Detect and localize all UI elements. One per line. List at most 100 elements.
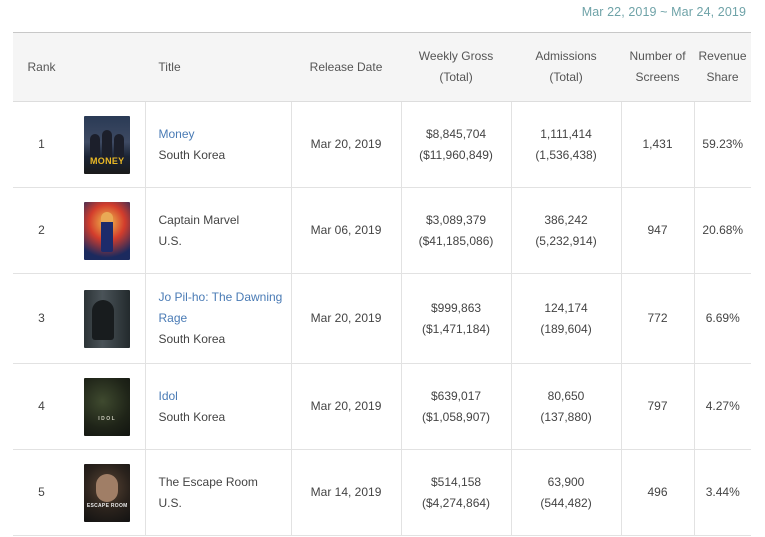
total-gross: ($11,960,849) xyxy=(419,147,493,162)
rank-cell: 5 xyxy=(13,449,70,536)
header-weekly-gross: Weekly Gross (Total) xyxy=(401,32,512,102)
movie-country: South Korea xyxy=(158,409,226,424)
admissions-cell: 124,174 (189,604) xyxy=(510,273,622,364)
weekly-gross: $8,845,704 xyxy=(425,126,487,141)
table-row: 1 MONEY Money South Korea Mar 20, 2019 $… xyxy=(13,101,752,188)
header-weekly-gross-line1: Weekly Gross xyxy=(418,49,494,63)
total-gross: ($1,471,184) xyxy=(421,321,491,336)
release-date-cell: Mar 20, 2019 xyxy=(290,363,402,450)
header-admissions-line1: Admissions xyxy=(535,49,597,63)
title-cell: Money South Korea xyxy=(144,101,292,188)
revenue-share-cell: 4.27% xyxy=(693,363,752,450)
total-admissions: (137,880) xyxy=(540,409,592,424)
movie-country: U.S. xyxy=(158,233,182,248)
poster-text: IDOL xyxy=(98,415,117,422)
movie-title-link[interactable]: Money xyxy=(158,126,195,141)
total-gross: ($41,185,086) xyxy=(418,233,494,248)
revenue-share-cell: 6.69% xyxy=(693,273,752,364)
weekly-gross-cell: $514,158 ($4,274,864) xyxy=(400,449,512,536)
table-header-row: Rank Title Release Date Weekly Gross (To… xyxy=(13,32,752,102)
weekly-gross-cell: $999,863 ($1,471,184) xyxy=(400,273,512,364)
header-share-line1: Revenue xyxy=(698,49,747,63)
movie-title: Captain Marvel xyxy=(158,212,240,227)
movie-title: The Escape Room xyxy=(158,474,258,489)
title-cell: Idol South Korea xyxy=(144,363,292,450)
date-range: Mar 22, 2019 ~ Mar 24, 2019 xyxy=(581,5,746,19)
admissions: 386,242 xyxy=(544,212,588,227)
poster-cell: IDOL xyxy=(70,363,145,450)
header-admissions-line2: (Total) xyxy=(549,70,583,84)
rank-cell: 3 xyxy=(13,273,70,364)
header-screens-line1: Number of xyxy=(629,49,686,63)
movie-title-link[interactable]: Idol xyxy=(158,388,178,403)
table-row: 5 ESCAPE ROOM The Escape Room U.S. Mar 1… xyxy=(13,449,752,536)
header-screens-line2: Screens xyxy=(635,70,680,84)
weekly-gross: $3,089,379 xyxy=(425,212,487,227)
header-revenue-share: Revenue Share xyxy=(694,32,752,102)
money-poster-icon[interactable]: MONEY xyxy=(84,115,131,174)
poster-text: ESCAPE ROOM xyxy=(86,502,128,509)
weekly-gross-cell: $8,845,704 ($11,960,849) xyxy=(400,101,512,188)
screens-cell: 797 xyxy=(620,363,695,450)
header-screens: Number of Screens xyxy=(621,32,695,102)
admissions-cell: 63,900 (544,482) xyxy=(510,449,622,536)
admissions: 1,111,414 xyxy=(540,126,592,141)
screens-cell: 496 xyxy=(620,449,695,536)
header-release-date: Release Date xyxy=(291,32,402,102)
release-date-cell: Mar 20, 2019 xyxy=(290,101,402,188)
rank-cell: 1 xyxy=(13,101,70,188)
header-rank: Rank xyxy=(13,32,70,102)
movie-country: U.S. xyxy=(158,495,182,510)
screens-cell: 947 xyxy=(620,187,695,274)
admissions: 63,900 xyxy=(547,474,585,489)
total-admissions: (1,536,438) xyxy=(535,147,597,162)
title-cell: Jo Pil-ho: The Dawning Rage South Korea xyxy=(144,273,292,364)
total-admissions: (5,232,914) xyxy=(535,233,597,248)
revenue-share-cell: 20.68% xyxy=(693,187,752,274)
table-row: 3 Jo Pil-ho: The Dawning Rage South Kore… xyxy=(13,273,752,364)
header-share-line2: Share xyxy=(706,70,739,84)
poster-text: MONEY xyxy=(89,155,125,166)
escape-room-poster-icon[interactable]: ESCAPE ROOM xyxy=(84,463,131,522)
weekly-gross: $999,863 xyxy=(430,300,482,315)
table-row: 2 Captain Marvel U.S. Mar 06, 2019 $3,08… xyxy=(13,187,752,274)
movie-country: South Korea xyxy=(158,147,226,162)
title-cell: Captain Marvel U.S. xyxy=(144,187,292,274)
weekly-gross-cell: $3,089,379 ($41,185,086) xyxy=(400,187,512,274)
screens-cell: 772 xyxy=(620,273,695,364)
title-cell: The Escape Room U.S. xyxy=(144,449,292,536)
release-date-cell: Mar 14, 2019 xyxy=(290,449,402,536)
admissions-cell: 80,650 (137,880) xyxy=(510,363,622,450)
admissions: 80,650 xyxy=(547,388,585,403)
total-admissions: (544,482) xyxy=(540,495,592,510)
box-office-table: Rank Title Release Date Weekly Gross (To… xyxy=(13,32,752,536)
release-date-cell: Mar 06, 2019 xyxy=(290,187,402,274)
header-weekly-gross-line2: (Total) xyxy=(439,70,473,84)
poster-cell xyxy=(70,187,145,274)
release-date-cell: Mar 20, 2019 xyxy=(290,273,402,364)
captain-marvel-poster-icon[interactable] xyxy=(84,201,131,260)
jo-pil-ho-poster-icon[interactable] xyxy=(84,289,131,348)
header-title: Title xyxy=(70,32,292,102)
header-admissions: Admissions (Total) xyxy=(511,32,622,102)
admissions-cell: 386,242 (5,232,914) xyxy=(510,187,622,274)
idol-poster-icon[interactable]: IDOL xyxy=(84,377,131,436)
weekly-gross: $639,017 xyxy=(430,388,482,403)
weekly-gross: $514,158 xyxy=(430,474,482,489)
revenue-share-cell: 3.44% xyxy=(693,449,752,536)
total-gross: ($1,058,907) xyxy=(421,409,491,424)
table-row: 4 IDOL Idol South Korea Mar 20, 2019 $63… xyxy=(13,363,752,450)
weekly-gross-cell: $639,017 ($1,058,907) xyxy=(400,363,512,450)
rank-cell: 2 xyxy=(13,187,70,274)
admissions-cell: 1,111,414 (1,536,438) xyxy=(510,101,622,188)
header-title-label: Title xyxy=(158,59,181,74)
poster-cell xyxy=(70,273,145,364)
admissions: 124,174 xyxy=(544,300,588,315)
screens-cell: 1,431 xyxy=(620,101,695,188)
revenue-share-cell: 59.23% xyxy=(693,101,752,188)
poster-cell: MONEY xyxy=(70,101,145,188)
movie-title-link[interactable]: Jo Pil-ho: The Dawning Rage xyxy=(158,290,283,325)
movie-country: South Korea xyxy=(158,332,226,346)
poster-cell: ESCAPE ROOM xyxy=(70,449,145,536)
rank-cell: 4 xyxy=(13,363,70,450)
